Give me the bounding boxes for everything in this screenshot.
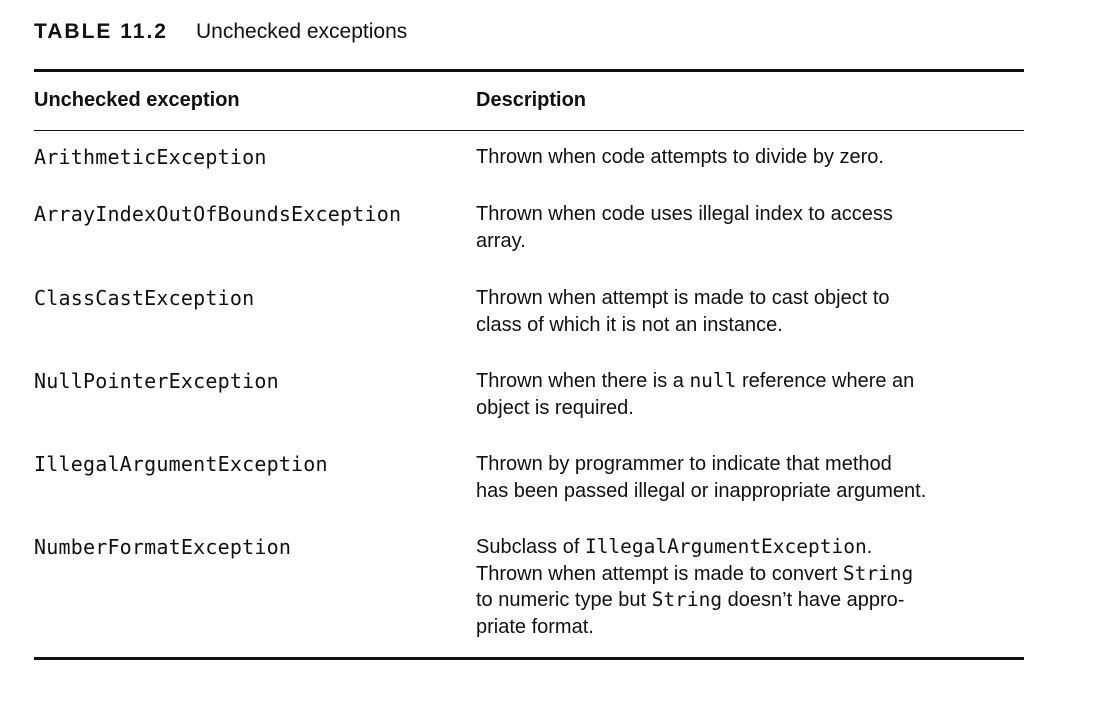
description-line: Thrown when attempt is made to cast obje…	[476, 287, 890, 309]
description-line: class of which it is not an instance.	[476, 313, 783, 336]
code-literal: IllegalArgumentException	[584, 535, 867, 558]
exception-name: NullPointerException	[34, 369, 279, 393]
table-title: Unchecked exceptions	[195, 20, 408, 43]
description-line: object is required.	[476, 396, 634, 419]
exception-description: Thrown when attempt is made to cast obje…	[476, 285, 1036, 338]
exception-name: ArithmeticException	[34, 145, 267, 169]
exception-name: ArrayIndexOutOfBoundsException	[34, 202, 402, 226]
description-line: Thrown when there is a null reference wh…	[476, 368, 1036, 395]
code-literal: String	[842, 561, 914, 585]
text-run: .	[866, 536, 873, 558]
bottom-rule	[34, 657, 1024, 660]
exception-description: Thrown when code uses illegal index to a…	[476, 201, 1036, 254]
top-rule	[34, 69, 1024, 72]
text-run: reference where an	[736, 370, 915, 392]
description-line: priate format.	[476, 615, 594, 638]
column-header-description: Description	[476, 89, 587, 111]
description-line: Thrown by programmer to indicate that me…	[476, 453, 892, 475]
text-run: doesn’t have appro-	[722, 589, 905, 611]
text-run: to numeric type but	[476, 589, 652, 611]
exception-description: Thrown when there is a null reference wh…	[476, 368, 1036, 421]
description-line: Thrown when attempt is made to convert S…	[476, 561, 1036, 588]
description-line: Subclass of IllegalArgumentException.	[476, 534, 1036, 561]
description-line: has been passed illegal or inappropriate…	[476, 479, 927, 502]
table-label: TABLE 11.2	[34, 20, 168, 43]
description-line: array.	[476, 229, 526, 252]
description-line: to numeric type but String doesn’t have …	[476, 587, 1036, 614]
exception-name: NumberFormatException	[34, 535, 292, 559]
column-header-exception: Unchecked exception	[34, 89, 240, 111]
description-line: Thrown when code uses illegal index to a…	[476, 203, 893, 225]
header-rule	[34, 130, 1024, 131]
exception-description: Subclass of IllegalArgumentException. Th…	[476, 534, 1036, 640]
exception-description: Thrown by programmer to indicate that me…	[476, 451, 1036, 504]
code-literal: null	[689, 369, 737, 392]
text-run: Thrown when attempt is made to convert	[476, 562, 843, 585]
exception-name: ClassCastException	[34, 286, 255, 310]
code-literal: String	[651, 588, 723, 611]
text-run: Thrown when there is a	[476, 370, 690, 392]
text-run: Subclass of	[476, 536, 585, 558]
table-caption: TABLE 11.2 Unchecked exceptions	[34, 18, 407, 48]
description-line: Thrown when code attempts to divide by z…	[476, 146, 884, 168]
exception-name: IllegalArgumentException	[34, 452, 328, 476]
exception-description: Thrown when code attempts to divide by z…	[476, 144, 1036, 171]
